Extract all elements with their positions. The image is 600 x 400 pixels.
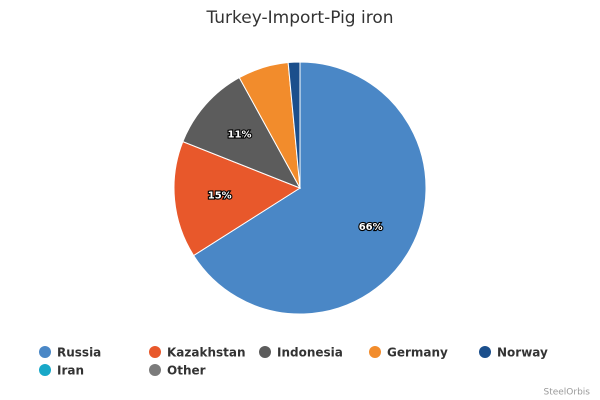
- pie-slice: [173, 140, 302, 257]
- legend-label: Russia: [57, 346, 101, 360]
- data-label: 11%: [228, 130, 252, 141]
- legend-marker: [39, 346, 51, 358]
- credits: SteelOrbis: [543, 388, 590, 398]
- legend-label: Kazakhstan: [167, 346, 246, 360]
- legend-marker: [369, 346, 381, 358]
- legend-marker: [259, 346, 271, 358]
- chart-title: Turkey-Import-Pig iron: [205, 8, 393, 28]
- legend-label: Indonesia: [277, 346, 343, 360]
- legend-marker: [149, 346, 161, 358]
- legend-label: Germany: [387, 346, 448, 360]
- pie-slice: [182, 76, 302, 189]
- legend-marker: [39, 364, 51, 376]
- legend-marker: [149, 364, 161, 376]
- legend-marker: [479, 346, 491, 358]
- legend-label: Iran: [57, 364, 84, 378]
- data-label: 66%: [359, 222, 383, 233]
- legend-label: Other: [167, 364, 206, 378]
- legend-label: Norway: [497, 346, 548, 360]
- data-label: 15%: [208, 191, 232, 202]
- pie-slice: [192, 61, 427, 315]
